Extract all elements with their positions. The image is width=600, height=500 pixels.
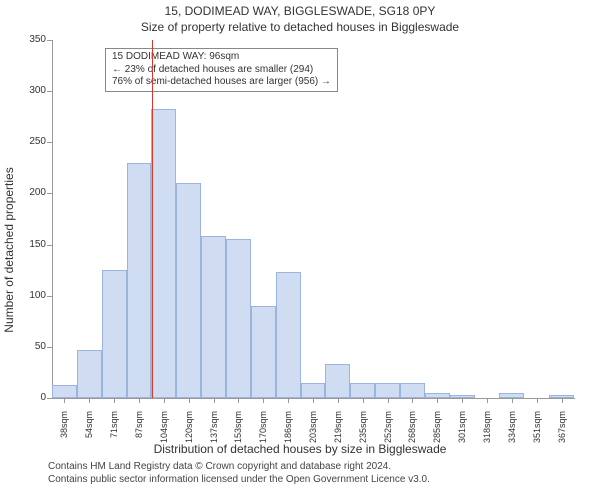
x-tick-label: 334sqm — [507, 411, 517, 451]
y-tick-label: 350 — [22, 34, 46, 45]
x-tick-label: 367sqm — [557, 411, 567, 451]
histogram-bar — [77, 350, 102, 398]
chart-title: 15, DODIMEAD WAY, BIGGLESWADE, SG18 0PY — [0, 4, 600, 18]
y-tick-mark — [47, 142, 52, 143]
x-tick-mark — [487, 398, 488, 403]
x-tick-label: 219sqm — [333, 411, 343, 451]
footnote-line-2: Contains public sector information licen… — [48, 473, 430, 486]
x-tick-mark — [338, 398, 339, 403]
x-tick-mark — [537, 398, 538, 403]
x-tick-mark — [89, 398, 90, 403]
annotation-line-1: 15 DODIMEAD WAY: 96sqm — [112, 51, 331, 64]
x-tick-mark — [363, 398, 364, 403]
x-tick-mark — [313, 398, 314, 403]
y-tick-mark — [47, 40, 52, 41]
x-tick-label: 54sqm — [84, 411, 94, 451]
histogram-bar — [127, 163, 152, 398]
x-tick-mark — [139, 398, 140, 403]
histogram-bar — [350, 383, 375, 398]
x-tick-label: 71sqm — [109, 411, 119, 451]
x-tick-label: 87sqm — [134, 411, 144, 451]
x-tick-mark — [512, 398, 513, 403]
histogram-bar — [375, 383, 400, 398]
histogram-bar — [400, 383, 425, 398]
x-tick-label: 137sqm — [209, 411, 219, 451]
x-tick-mark — [437, 398, 438, 403]
y-tick-mark — [47, 91, 52, 92]
x-tick-mark — [562, 398, 563, 403]
histogram-bar — [102, 270, 127, 398]
x-tick-label: 351sqm — [532, 411, 542, 451]
x-tick-label: 104sqm — [159, 411, 169, 451]
footnote-line-1: Contains HM Land Registry data © Crown c… — [48, 460, 430, 473]
y-tick-label: 100 — [22, 290, 46, 301]
histogram-bar — [276, 272, 301, 398]
footnote: Contains HM Land Registry data © Crown c… — [48, 460, 430, 486]
x-tick-label: 318sqm — [482, 411, 492, 451]
annotation-line-3: 76% of semi-detached houses are larger (… — [112, 76, 331, 89]
x-tick-label: 252sqm — [383, 411, 393, 451]
x-tick-mark — [189, 398, 190, 403]
marker-line — [152, 40, 153, 398]
x-tick-mark — [412, 398, 413, 403]
x-tick-mark — [64, 398, 65, 403]
x-tick-mark — [214, 398, 215, 403]
x-tick-mark — [164, 398, 165, 403]
x-tick-mark — [238, 398, 239, 403]
x-tick-label: 285sqm — [432, 411, 442, 451]
histogram-bar — [176, 183, 201, 398]
chart-subtitle: Size of property relative to detached ho… — [0, 20, 600, 34]
y-tick-label: 0 — [22, 392, 46, 403]
histogram-bar — [301, 383, 326, 398]
x-tick-mark — [388, 398, 389, 403]
y-tick-label: 300 — [22, 85, 46, 96]
y-tick-label: 250 — [22, 136, 46, 147]
histogram-bar — [201, 236, 226, 398]
y-tick-mark — [47, 245, 52, 246]
x-tick-mark — [288, 398, 289, 403]
y-tick-label: 200 — [22, 187, 46, 198]
x-tick-label: 120sqm — [184, 411, 194, 451]
annotation-box: 15 DODIMEAD WAY: 96sqm ← 23% of detached… — [105, 48, 338, 92]
histogram-bar — [52, 385, 77, 398]
x-tick-label: 268sqm — [407, 411, 417, 451]
y-axis-label: Number of detached properties — [2, 167, 16, 332]
histogram-bar — [251, 306, 276, 398]
y-tick-mark — [47, 193, 52, 194]
y-tick-mark — [47, 296, 52, 297]
x-tick-mark — [263, 398, 264, 403]
y-tick-mark — [47, 398, 52, 399]
histogram-bar — [325, 364, 350, 398]
x-tick-label: 170sqm — [258, 411, 268, 451]
chart-container: 15, DODIMEAD WAY, BIGGLESWADE, SG18 0PY … — [0, 0, 600, 500]
x-tick-mark — [462, 398, 463, 403]
y-tick-label: 50 — [22, 341, 46, 352]
annotation-line-2: ← 23% of detached houses are smaller (29… — [112, 64, 331, 77]
histogram-bar — [151, 109, 176, 398]
x-tick-label: 186sqm — [283, 411, 293, 451]
x-tick-label: 235sqm — [358, 411, 368, 451]
histogram-bar — [226, 239, 251, 398]
x-tick-label: 38sqm — [59, 411, 69, 451]
x-tick-label: 301sqm — [457, 411, 467, 451]
x-tick-mark — [114, 398, 115, 403]
x-tick-label: 153sqm — [233, 411, 243, 451]
y-tick-label: 150 — [22, 239, 46, 250]
y-tick-mark — [47, 347, 52, 348]
x-tick-label: 203sqm — [308, 411, 318, 451]
